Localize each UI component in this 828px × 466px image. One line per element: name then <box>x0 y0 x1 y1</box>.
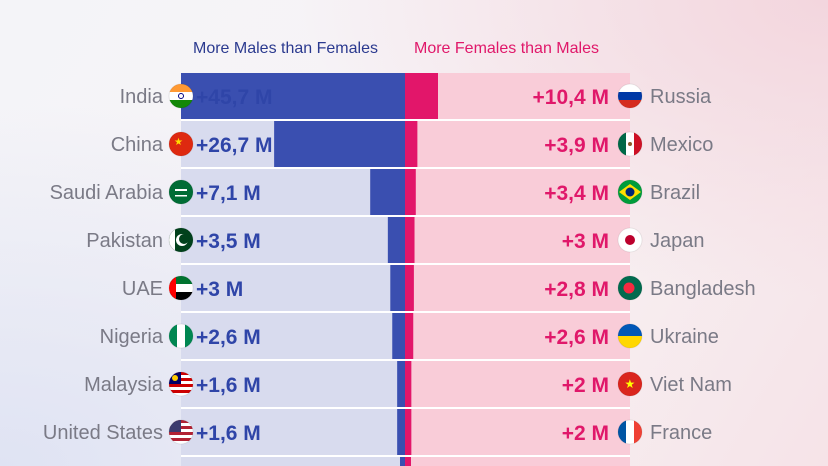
russia-flag-icon <box>617 83 643 109</box>
value-label-females-1: +3,9 M <box>544 134 609 157</box>
bar-males-5 <box>392 313 405 359</box>
ukraine-flag-icon <box>617 323 643 349</box>
value-label-males-7: +1,6 M <box>196 422 261 445</box>
value-label-females-0: +10,4 M <box>533 86 609 109</box>
country-label-males-1: China <box>111 134 164 156</box>
bar-males-3 <box>387 217 405 263</box>
bar-males-1 <box>274 121 405 167</box>
chart-row: Pakistan +3,5 M +3 M Japan <box>86 217 705 265</box>
bar-females-4 <box>405 265 414 311</box>
value-label-females-4: +2,8 M <box>544 278 609 301</box>
china-flag-icon: ★ <box>168 131 194 157</box>
chart-row: United States +1,6 M +2 M France <box>43 409 712 457</box>
bar-females-partial <box>405 457 411 466</box>
legend-males: More Males than Females <box>193 40 378 57</box>
country-label-males-2: Saudi Arabia <box>50 182 164 204</box>
bar-males-partial <box>400 457 405 466</box>
row-divider <box>181 263 630 265</box>
united-states-flag-icon <box>168 419 194 445</box>
bar-females-5 <box>405 313 414 359</box>
chart-row: Malaysia +1,6 M +2 M ★ Viet Nam <box>84 361 732 409</box>
saudi-arabia-flag-icon <box>168 179 194 205</box>
nigeria-flag-icon <box>168 323 194 349</box>
country-label-males-7: United States <box>43 422 163 444</box>
bar-females-3 <box>405 217 415 263</box>
bar-males-6 <box>397 361 405 407</box>
japan-flag-icon <box>617 227 643 253</box>
chart-row: Nigeria +2,6 M +2,6 M Ukraine <box>100 313 719 361</box>
row-divider <box>181 119 630 121</box>
row-divider <box>181 359 630 361</box>
mexico-flag-icon <box>617 131 643 157</box>
value-label-males-2: +7,1 M <box>196 182 261 205</box>
value-label-females-7: +2 M <box>562 422 609 445</box>
brazil-flag-icon <box>617 179 643 205</box>
country-label-females-1: Mexico <box>650 134 713 156</box>
country-label-males-6: Malaysia <box>84 374 164 396</box>
country-label-males-5: Nigeria <box>100 326 164 348</box>
malaysia-flag-icon <box>168 371 194 397</box>
chart-row: China ★ +26,7 M +3,9 M Mexico <box>111 121 713 169</box>
svg-text:★: ★ <box>625 377 636 391</box>
value-label-females-5: +2,6 M <box>544 326 609 349</box>
france-flag-icon <box>617 419 643 445</box>
country-label-males-4: UAE <box>122 278 163 300</box>
row-divider <box>181 167 630 169</box>
value-label-males-6: +1,6 M <box>196 374 261 397</box>
viet-nam-flag-icon: ★ <box>617 371 643 397</box>
bar-females-2 <box>405 169 416 215</box>
row-divider <box>181 311 630 313</box>
country-label-females-0: Russia <box>650 86 712 108</box>
country-label-males-0: India <box>120 86 164 108</box>
chart-row: UAE +3 M +2,8 M Bangladesh <box>122 265 756 313</box>
country-label-females-6: Viet Nam <box>650 374 732 396</box>
country-label-females-2: Brazil <box>650 182 700 204</box>
bar-males-2 <box>370 169 405 215</box>
value-label-males-5: +2,6 M <box>196 326 261 349</box>
bangladesh-flag-icon <box>617 275 643 301</box>
value-label-females-3: +3 M <box>562 230 609 253</box>
country-label-females-3: Japan <box>650 230 705 252</box>
bar-males-7 <box>397 409 405 455</box>
row-divider <box>181 215 630 217</box>
country-label-females-4: Bangladesh <box>650 278 756 300</box>
value-label-males-4: +3 M <box>196 278 243 301</box>
pakistan-flag-icon <box>168 227 194 253</box>
row-divider <box>181 407 630 409</box>
bar-females-6 <box>405 361 412 407</box>
bar-males-0 <box>181 73 405 119</box>
value-label-males-1: +26,7 M <box>196 134 272 157</box>
bar-females-7 <box>405 409 412 455</box>
chart-row: Saudi Arabia +7,1 M +3,4 M Brazil <box>50 169 700 217</box>
india-flag-icon <box>168 83 194 109</box>
value-label-females-6: +2 M <box>562 374 609 397</box>
row-divider <box>181 455 630 457</box>
value-label-females-2: +3,4 M <box>544 182 609 205</box>
chart-row: India +45,7 M +10,4 M Russia <box>120 73 712 121</box>
value-label-males-3: +3,5 M <box>196 230 261 253</box>
uae-flag-icon <box>168 275 194 301</box>
country-label-females-7: France <box>650 422 712 444</box>
bar-males-4 <box>390 265 405 311</box>
legend-females: More Females than Males <box>414 40 599 57</box>
bar-females-1 <box>405 121 418 167</box>
females-track <box>405 73 630 466</box>
bar-females-0 <box>405 73 438 119</box>
country-label-males-3: Pakistan <box>86 230 163 252</box>
country-label-females-5: Ukraine <box>650 326 719 348</box>
svg-text:★: ★ <box>174 137 183 148</box>
value-label-males-0: +45,7 M <box>196 86 272 109</box>
